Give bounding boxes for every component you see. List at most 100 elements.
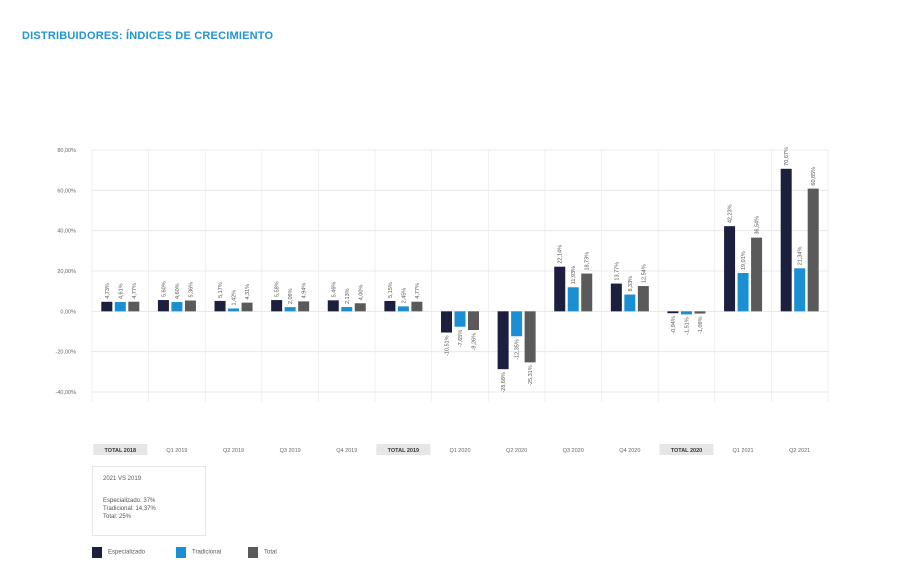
bar-total [298,301,310,312]
value-label: 12,54% [641,264,647,283]
x-label-highlight [659,444,714,455]
value-label: -7,65% [458,330,464,348]
bar-total [581,273,593,312]
bar-tradicional [624,294,636,312]
x-tick-label: Q4 2019 [336,448,357,454]
bars [101,168,819,370]
x-tick-label: Q1 2020 [449,448,470,454]
value-label: -1,51% [684,317,690,335]
value-label: 4,94% [302,283,308,299]
note-line-tradicional: Tradicional: 14,37% [103,506,156,512]
bar-tradicional [511,311,523,337]
legend-swatch-especializado [92,547,102,558]
value-label: 4,00% [358,285,364,301]
bar-tradicional [567,287,579,312]
x-axis-labels: TOTAL 2018 Q1 2019 Q2 2019 Q3 2019 Q4 2019 TO… [93,444,810,455]
value-label: 19,01% [741,251,747,270]
value-label: 70,67% [784,147,790,166]
bar-total [751,237,763,312]
value-label: -9,26% [472,333,478,351]
value-label: 4,61% [118,283,124,299]
y-tick-label: 80,00% [57,148,76,154]
bar-tradicional [171,302,183,312]
legend-item-tradicional: Tradicional [176,547,221,558]
legend-item-especializado: Especializado [92,547,145,558]
bar-especializado [667,311,679,314]
bar-tradicional [454,311,466,327]
x-label-highlight [93,444,148,455]
legend-swatch-total [248,547,258,558]
bar-especializado [101,301,113,312]
legend-swatch-tradicional [176,547,186,558]
bar-especializado [554,266,566,312]
legend-label-total: Total [264,549,277,556]
note-line-total: Total: 25% [103,514,132,520]
y-tick-label: 60,00% [57,188,76,194]
x-tick-label: Q2 2021 [789,448,810,454]
bar-total [128,301,140,312]
x-tick-label: Q3 2020 [563,448,584,454]
legend-label-tradicional: Tradicional [192,549,222,556]
bar-total [524,311,536,363]
value-label: 60,85% [811,167,817,186]
value-label: 4,31% [245,284,251,300]
value-label: 8,33% [628,276,634,292]
bar-tradicional [284,307,296,312]
x-tick-label: Q2 2020 [506,448,527,454]
bar-tradicional [737,272,749,312]
value-label: -1,09% [698,316,704,334]
value-label: 4,60% [175,283,181,299]
bar-especializado [384,300,396,312]
value-label: 36,54% [755,216,761,235]
value-label: -25,31% [528,365,534,386]
comparison-note: 2021 VS 2019 Especializado: 37% Tradicio… [92,466,206,536]
bar-total [354,303,366,312]
value-label: 5,46% [331,282,337,298]
bar-tradicional [341,307,353,312]
value-label: -12,35% [515,339,521,360]
bar-tradicional [397,306,409,312]
bar-total [637,286,649,312]
legend-label-especializado: Especializado [108,549,146,556]
bar-total [241,302,253,312]
bar-especializado [780,168,792,312]
value-label: 4,77% [132,283,138,299]
bar-total [411,301,423,312]
x-tick-label: Q1 2021 [733,448,754,454]
value-label: 5,36% [188,282,194,298]
bar-especializado [157,300,169,312]
value-label: -28,68% [501,372,507,393]
y-tick-label: -40,00% [56,390,77,396]
value-label: 5,17% [218,282,224,298]
bar-total [468,311,479,331]
y-tick-label: 0,00% [60,309,76,315]
value-label: 1,42% [232,290,238,306]
x-tick-label: Q1 2019 [166,448,187,454]
value-label: 18,73% [585,252,591,271]
value-label: 4,77% [415,283,421,299]
bar-especializado [610,283,622,312]
bar-especializado [327,300,339,312]
note-line-especializado: Especializado: 37% [103,498,156,504]
value-label: 22,14% [558,245,564,264]
bar-total [694,311,706,314]
chart-grid [91,149,829,402]
x-tick-label: TOTAL 2018 [105,448,137,454]
x-tick-label: TOTAL 2020 [671,448,703,454]
bar-especializado [214,300,226,312]
value-label: 5,60% [161,281,167,297]
bar-tradicional [680,311,692,315]
bar-especializado [497,311,509,370]
bar-total [184,300,196,312]
bar-total [807,188,819,312]
value-label: -0,94% [671,316,677,334]
bar-especializado [724,226,736,312]
x-label-highlight [376,444,431,455]
x-tick-label: TOTAL 2019 [388,448,420,454]
value-label: 5,58% [275,281,281,297]
value-label: -10,51% [445,335,451,356]
chart-title: DISTRIBUIDORES: ÍNDICES DE CRECIMIENTO [22,30,274,42]
legend-item-total: Total [248,547,277,558]
value-label: 13,77% [614,262,620,281]
